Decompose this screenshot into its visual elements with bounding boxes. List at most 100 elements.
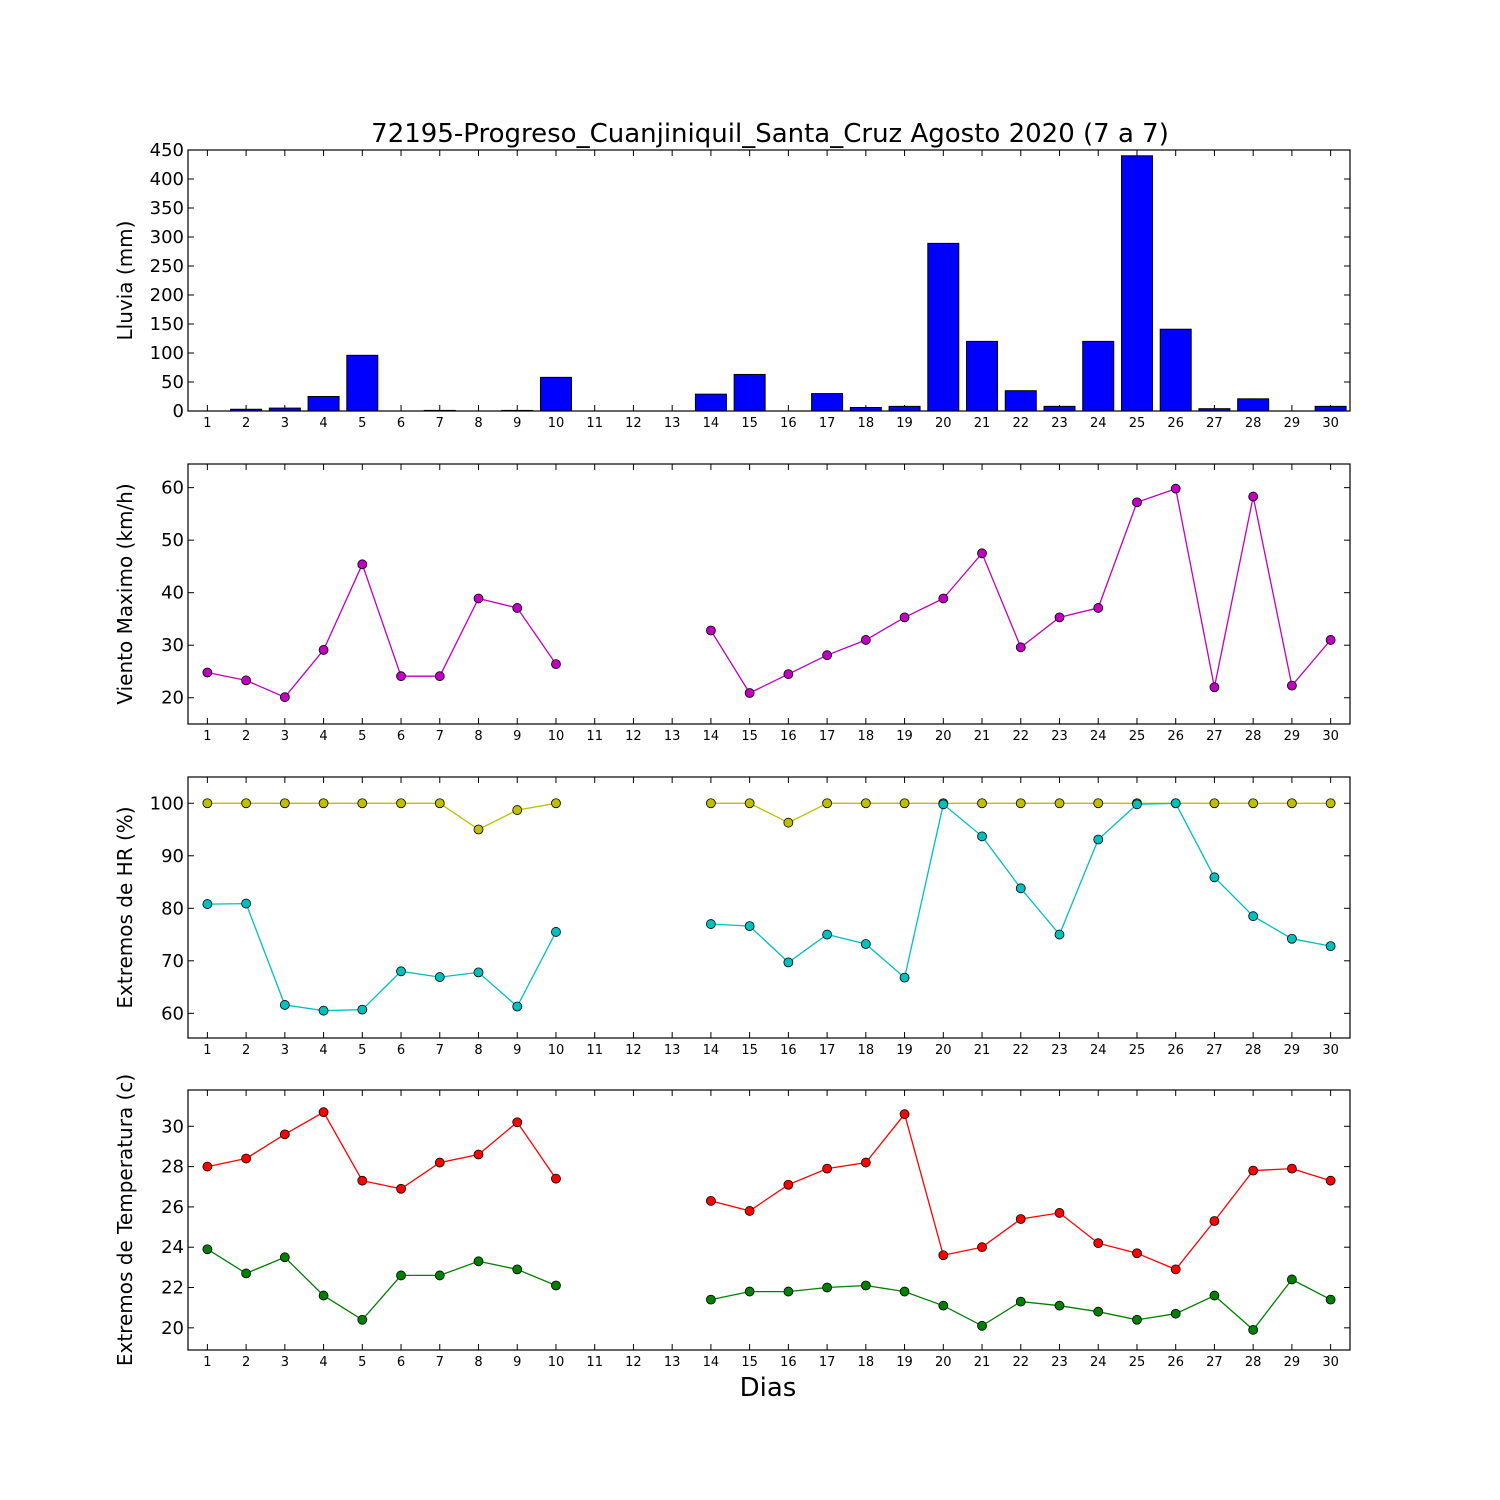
- y-tick-label: 30: [161, 1116, 184, 1137]
- x-tick-label: 29: [1284, 416, 1301, 431]
- series-1-point-day-8: [473, 593, 484, 604]
- x-tick-label: 28: [1245, 1355, 1262, 1370]
- series-1-point-day-24: [1093, 603, 1104, 613]
- series-1-point-day-6: [396, 798, 406, 809]
- x-tick-label: 24: [1090, 729, 1107, 744]
- x-tick-label: 10: [548, 1043, 565, 1058]
- series-2-line: [207, 1248, 557, 1321]
- x-tick-label: 22: [1012, 416, 1029, 431]
- series-1-point-day-5: [357, 1175, 368, 1186]
- series-2-point-day-17: [822, 1282, 832, 1293]
- series-2-point-day-21: [977, 831, 987, 842]
- x-tick-label: 26: [1167, 1355, 1184, 1370]
- x-tick-label: 23: [1051, 1043, 1068, 1058]
- series-2-point-day-26: [1170, 798, 1181, 809]
- series-1-point-day-5: [357, 559, 368, 570]
- x-tick-label: 27: [1206, 416, 1223, 431]
- x-tick-label: 14: [703, 1043, 720, 1058]
- y-tick-label: 0: [173, 401, 184, 422]
- y-axis-label: Extremos de Temperatura (c): [113, 1074, 137, 1366]
- series-1-point-day-3: [279, 1129, 290, 1140]
- x-tick-label: 7: [436, 1355, 444, 1370]
- y-tick-label: 50: [161, 372, 184, 393]
- plot-frame: [187, 776, 1351, 1039]
- series-1-point-day-4: [318, 798, 329, 809]
- x-tick-label: 29: [1284, 1355, 1301, 1370]
- x-tick-label: 3: [281, 1355, 289, 1370]
- series-1-point-day-14: [706, 625, 716, 636]
- y-tick-label: 450: [150, 140, 184, 161]
- series-1-point-day-28: [1248, 798, 1259, 809]
- x-tick-label: 13: [664, 416, 681, 431]
- series-1-point-day-30: [1325, 798, 1336, 809]
- series-1-point-day-14: [706, 798, 716, 809]
- series-1-point-day-16: [783, 817, 794, 828]
- series-1-point-day-23: [1054, 798, 1065, 809]
- bar-day-24: [1082, 340, 1115, 412]
- series-2-point-day-17: [822, 929, 832, 940]
- series-2-point-day-23: [1054, 929, 1065, 940]
- x-tick-label: 12: [625, 1043, 642, 1058]
- series-2-point-day-14: [706, 919, 716, 929]
- series-1-point-day-6: [396, 1183, 406, 1194]
- x-tick-label: 18: [858, 1355, 875, 1370]
- x-tick-label: 12: [625, 416, 642, 431]
- x-tick-label: 30: [1322, 416, 1339, 431]
- series-1-point-day-14: [706, 1195, 716, 1206]
- x-tick-label: 13: [664, 1355, 681, 1370]
- series-2-point-day-30: [1325, 941, 1336, 951]
- x-tick-label: 3: [281, 416, 289, 431]
- y-tick-label: 100: [150, 793, 184, 814]
- x-tick-label: 11: [586, 1355, 603, 1370]
- series-2-point-day-9: [512, 1264, 523, 1275]
- y-tick-label: 20: [161, 688, 184, 709]
- series-1-point-day-30: [1325, 635, 1336, 645]
- x-tick-label: 1: [203, 1355, 211, 1370]
- x-tick-label: 17: [819, 729, 836, 744]
- x-tick-label: 5: [358, 1355, 366, 1370]
- series-1-point-day-10: [551, 798, 561, 809]
- x-tick-label: 27: [1206, 1355, 1223, 1370]
- x-tick-label: 2: [242, 1043, 250, 1058]
- x-tick-label: 30: [1322, 1043, 1339, 1058]
- y-tick-label: 100: [150, 343, 184, 364]
- series-2-point-day-10: [551, 927, 561, 937]
- series-1-point-day-27: [1209, 1216, 1220, 1226]
- x-tick-label: 30: [1322, 729, 1339, 744]
- y-tick-label: 90: [161, 846, 184, 867]
- x-tick-label: 24: [1090, 1043, 1107, 1058]
- series-2-point-day-1: [202, 1244, 213, 1255]
- series-2-point-day-14: [706, 1294, 716, 1305]
- x-tick-label: 11: [586, 416, 603, 431]
- x-axis-label: Dias: [740, 1373, 797, 1403]
- series-2-point-day-16: [783, 957, 794, 968]
- series-1-point-day-26: [1170, 1264, 1181, 1275]
- series-1-point-day-1: [202, 1161, 213, 1172]
- x-tick-label: 14: [703, 729, 720, 744]
- figure-title: 72195-Progreso_Cuanjiniquil_Santa_Cruz A…: [371, 119, 1169, 149]
- series-1-point-day-17: [822, 1163, 832, 1174]
- series-1-point-day-3: [279, 798, 290, 809]
- x-tick-label: 16: [780, 729, 797, 744]
- x-tick-label: 2: [242, 729, 250, 744]
- series-1-point-day-7: [434, 671, 445, 682]
- x-tick-label: 22: [1012, 729, 1029, 744]
- x-tick-label: 27: [1206, 729, 1223, 744]
- x-tick-label: 21: [974, 1355, 991, 1370]
- x-tick-label: 9: [513, 1355, 521, 1370]
- series-1-point-day-30: [1325, 1175, 1336, 1186]
- x-tick-label: 10: [548, 416, 565, 431]
- y-tick-label: 60: [161, 478, 184, 499]
- bar-day-28: [1237, 398, 1270, 412]
- series-1-point-day-20: [938, 593, 949, 604]
- x-tick-label: 29: [1284, 729, 1301, 744]
- y-tick-label: 50: [161, 530, 184, 551]
- series-1-point-day-18: [860, 635, 871, 645]
- x-tick-label: 12: [625, 1355, 642, 1370]
- series-2-point-day-29: [1287, 1274, 1297, 1285]
- y-tick-label: 22: [161, 1278, 184, 1299]
- x-tick-label: 25: [1129, 1355, 1146, 1370]
- series-2-point-day-6: [396, 966, 406, 977]
